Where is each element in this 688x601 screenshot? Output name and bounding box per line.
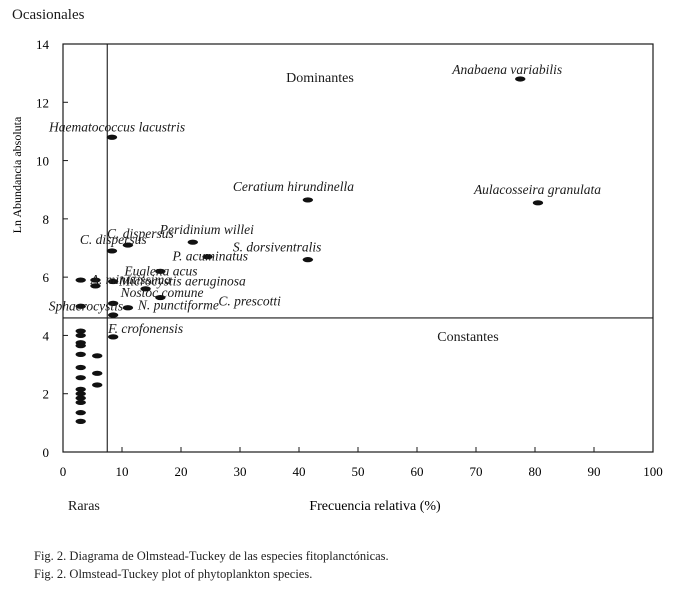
data-point — [75, 375, 86, 381]
data-point — [75, 332, 86, 339]
data-point — [75, 364, 86, 371]
data-points — [75, 76, 544, 424]
data-point — [302, 257, 314, 263]
data-point — [92, 370, 103, 376]
point-label: C. prescotti — [218, 294, 281, 309]
point-label: Anabaena variabilis — [451, 62, 562, 77]
data-point — [75, 343, 86, 349]
x-tick-label: 80 — [529, 464, 542, 479]
y-tick-label: 12 — [36, 95, 49, 110]
x-tick-label: 60 — [411, 464, 424, 479]
data-point — [140, 286, 151, 292]
quadrant-label-ocasionales: Ocasionales — [12, 7, 85, 23]
point-label: Ceratium hirundinella — [233, 179, 354, 194]
divider-lines — [63, 44, 653, 452]
y-tick-label: 6 — [43, 270, 50, 285]
x-tick-label: 70 — [470, 464, 483, 479]
quadrant-label-dominantes: Dominantes — [286, 71, 354, 86]
x-tick-label: 100 — [643, 464, 663, 479]
point-label: P. acuminatus — [172, 249, 249, 264]
ticks-layer: 0 10 20 30 40 50 60 70 80 90 100 0 2 4 6 8 10 12 14 — [36, 37, 663, 479]
data-point — [187, 239, 198, 245]
data-point — [122, 305, 134, 311]
point-labels: Anabaena variabilis Haematococcus lacustr… — [48, 62, 601, 336]
x-tick-label: 20 — [175, 464, 188, 479]
data-point — [90, 283, 101, 289]
data-point — [75, 386, 86, 392]
quadrant-label-constantes: Constantes — [437, 330, 498, 345]
data-point — [155, 294, 166, 301]
point-label: Sphaerocystis — [49, 298, 124, 313]
data-point — [106, 134, 118, 140]
point-label: Peridinium willei — [159, 222, 254, 237]
point-label: C. dispersus — [80, 232, 147, 247]
plot-frame — [62, 43, 654, 453]
point-label: S. dorsiventralis — [233, 240, 322, 255]
data-point — [515, 76, 526, 82]
point-label: Nostoc comune — [120, 285, 204, 300]
data-point — [532, 200, 544, 206]
point-label: Euglena acus — [123, 263, 197, 278]
point-label: Microcystis aeruginosa — [118, 274, 246, 289]
point-label: N. punctiforme — [137, 298, 219, 313]
figure-caption-spanish: Fig. 2. Diagrama de Olmstead-Tuckey de l… — [34, 549, 389, 563]
data-point — [90, 277, 101, 283]
data-point — [75, 303, 86, 309]
y-tick-label: 14 — [36, 37, 50, 52]
data-point — [92, 353, 103, 359]
data-point — [75, 328, 86, 334]
data-point — [122, 242, 134, 248]
x-axis-label: Frecuencia relativa (%) — [309, 499, 441, 514]
data-point — [75, 418, 86, 424]
data-point — [75, 395, 86, 401]
point-label: C. dispersus — [107, 226, 174, 241]
x-tick-label: 30 — [234, 464, 247, 479]
x-tick-label: 50 — [352, 464, 365, 479]
data-point — [107, 312, 119, 318]
y-tick-label: 4 — [43, 328, 50, 343]
data-point — [75, 351, 86, 357]
figure-caption-english: Fig. 2. Olmstead-Tuckey plot of phytopla… — [34, 567, 313, 581]
x-tick-label: 0 — [60, 464, 67, 479]
data-point — [107, 334, 119, 340]
y-tick-label: 0 — [43, 445, 50, 460]
data-point — [202, 254, 213, 260]
data-point — [75, 399, 86, 406]
point-label: Haematococcus lacustris — [48, 119, 185, 134]
data-point — [75, 277, 86, 283]
x-tick-label: 40 — [293, 464, 306, 479]
y-axis-label: Ln Abundancia absoluta — [10, 116, 24, 233]
data-point — [75, 391, 86, 397]
data-point — [92, 382, 103, 388]
quadrant-label-raras: Raras — [68, 499, 100, 514]
axes-layer — [62, 43, 654, 453]
quadrant-labels: Ocasionales Dominantes Raras Constantes — [12, 7, 499, 514]
x-tick-label: 10 — [116, 464, 129, 479]
data-point — [107, 300, 119, 306]
data-point — [107, 278, 119, 285]
data-point — [106, 248, 118, 254]
y-tick-label: 10 — [36, 154, 49, 169]
y-tick-label: 2 — [43, 387, 50, 402]
data-point — [75, 410, 86, 416]
y-tick-label: 8 — [43, 212, 50, 227]
point-label: A. minutissima — [90, 272, 172, 287]
point-label: Aulacosseira granulata — [473, 182, 601, 197]
data-point — [302, 197, 314, 203]
point-label: F. crofonensis — [107, 321, 183, 336]
data-point — [155, 268, 166, 274]
x-tick-label: 90 — [588, 464, 601, 479]
